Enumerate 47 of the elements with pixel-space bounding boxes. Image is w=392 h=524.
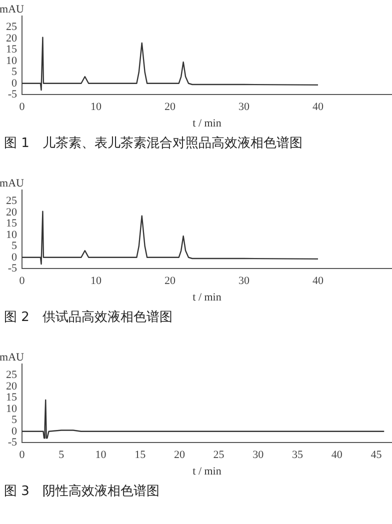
x-tick-label: 30 [238,101,250,114]
y-tick-label: 20 [6,206,18,218]
y-tick-label: 10 [6,228,18,241]
x-tick-label: 5 [58,449,65,462]
x-tick-label: 15 [134,449,146,462]
y-tick-label: 15 [6,218,18,230]
x-tick-label: 10 [95,449,107,462]
y-tick-label: -5 [8,436,18,448]
x-tick-label: 40 [312,275,324,288]
x-tick-label: 30 [252,449,264,462]
y-tick-label: 25 [6,369,18,382]
x-tick-label: 30 [238,275,250,288]
y-axis-title: mAU [0,3,24,16]
x-tick-label: 20 [164,101,176,114]
y-tick-label: 5 [12,414,18,426]
y-tick-label: 0 [12,425,18,438]
y-axis-title: mAU [0,177,24,190]
x-axis-title: t / min [192,117,222,130]
y-tick-label: 10 [6,402,18,415]
y-tick-label: -5 [8,262,18,274]
y-tick-label: 20 [6,380,18,392]
x-tick-label: 35 [292,449,304,462]
y-tick-label: -5 [8,88,18,100]
x-tick-label: 40 [331,449,343,462]
y-tick-label: 5 [12,66,18,78]
y-tick-label: 5 [12,240,18,252]
x-tick-label: 20 [164,275,176,288]
y-tick-label: 0 [12,251,18,264]
x-tick-label: 20 [174,449,186,462]
x-tick-label: 45 [370,449,382,462]
y-tick-label: 25 [6,195,18,208]
y-tick-label: 0 [12,77,18,90]
text: 图 3 阴性高效液相色谱图 [4,483,160,500]
text: 图 2 供试品高效液相色谱图 [4,309,172,326]
x-tick-label: 40 [312,101,324,114]
x-tick-label: 10 [90,101,102,114]
text: 图 1 儿茶素、表儿茶素混合对照品高效液相色谱图 [4,135,302,152]
x-axis-title: t / min [192,291,222,304]
y-tick-label: 20 [6,32,18,44]
x-tick-label: 25 [213,449,225,462]
y-tick-label: 10 [6,54,18,67]
y-tick-label: 25 [6,21,18,34]
y-axis-title: mAU [0,351,24,364]
y-tick-label: 15 [6,392,18,404]
y-tick-label: 15 [6,44,18,56]
x-tick-label: 10 [90,275,102,288]
x-axis-title: t / min [192,465,222,478]
